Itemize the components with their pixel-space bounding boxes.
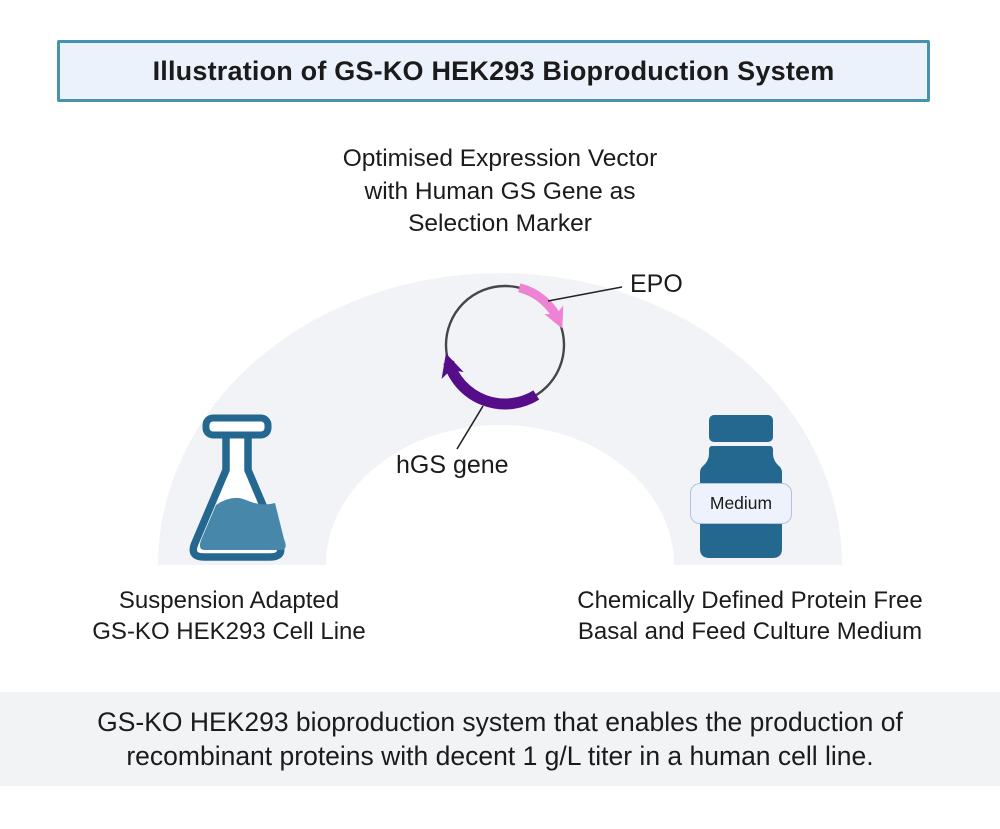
vector-label-line1: Optimised Expression Vector: [342, 145, 658, 172]
summary-line2: recombinant proteins with decent 1 g/L t…: [126, 741, 874, 771]
hgs-gene-label: hGS gene: [396, 451, 509, 479]
flask-caption-line1: Suspension Adapted: [118, 587, 340, 614]
medium-bottle-label: Medium: [690, 483, 792, 524]
epo-label: EPO: [630, 270, 683, 298]
vector-label-line2: with Human GS Gene as: [364, 177, 636, 205]
summary-bar: GS-KO HEK293 bioproduction system that e…: [0, 692, 1000, 786]
medium-label-text: Medium: [709, 493, 773, 513]
page-title: Illustration of GS-KO HEK293 Bioproducti…: [152, 55, 835, 86]
plasmid-icon: [441, 283, 623, 450]
flask-liquid: [199, 497, 286, 550]
vector-label: Optimised Expression Vector with Human G…: [300, 143, 700, 241]
title-box: Illustration of GS-KO HEK293 Bioproducti…: [57, 40, 930, 102]
epo-leader-line: [547, 286, 623, 302]
flask-icon: [189, 414, 286, 561]
medium-caption: Chemically Defined Protein Free Basal an…: [530, 585, 970, 647]
medium-caption-line1: Chemically Defined Protein Free: [577, 587, 923, 614]
plasmid-hgs-arrow: [441, 353, 540, 410]
medium-bottle-icon: [700, 415, 782, 558]
vector-label-line3: Selection Marker: [408, 210, 592, 237]
flask-caption-line2: GS-KO HEK293 Cell Line: [92, 618, 366, 645]
flask-caption: Suspension Adapted GS-KO HEK293 Cell Lin…: [29, 585, 429, 647]
arch-background: [158, 273, 842, 565]
summary-line1: GS-KO HEK293 bioproduction system that e…: [97, 707, 903, 737]
hgs-leader-line: [456, 405, 484, 450]
medium-caption-line2: Basal and Feed Culture Medium: [577, 618, 923, 645]
plasmid-epo-arrow: [518, 283, 564, 329]
